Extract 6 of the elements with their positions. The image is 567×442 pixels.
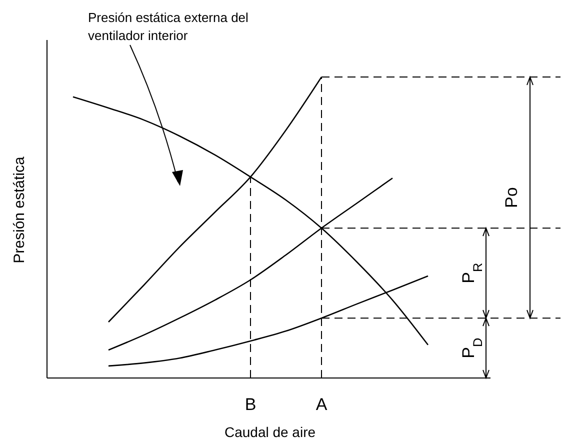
x-axis-title: Caudal de aire <box>224 424 316 440</box>
text: Presión estática externa del ventilador interior <box>88 10 249 43</box>
x-tick-label: B <box>244 395 256 414</box>
text: Po <box>502 187 521 208</box>
y-axis-title: Presión estática <box>11 156 28 264</box>
x-tick-label: A <box>316 395 328 414</box>
